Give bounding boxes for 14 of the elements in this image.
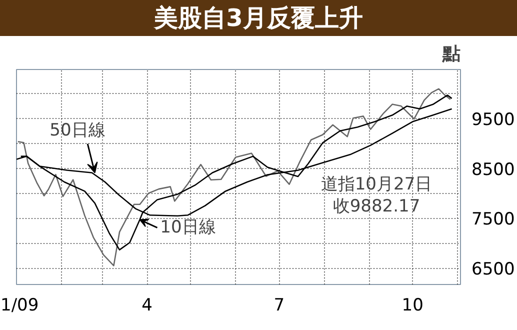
chart-title: 美股自3月反覆上升 bbox=[154, 3, 363, 34]
y-tick-label: 8500 bbox=[472, 160, 515, 180]
x-tick-label: 7 bbox=[274, 296, 285, 316]
x-tick-label: 1/09 bbox=[0, 296, 39, 316]
x-tick-label: 10 bbox=[402, 296, 424, 316]
y-tick-label: 6500 bbox=[472, 260, 515, 280]
y-axis-title: 點 bbox=[442, 44, 460, 64]
x-tick-label: 4 bbox=[142, 296, 153, 316]
y-tick-label: 9500 bbox=[472, 110, 515, 130]
y-tick-label: 7500 bbox=[472, 210, 515, 230]
annotation: 50日線 bbox=[50, 120, 106, 140]
annotation: 道指10月27日 bbox=[320, 174, 432, 194]
annotation: 10日線 bbox=[160, 218, 216, 238]
annotation: 收9882.17 bbox=[332, 196, 420, 216]
